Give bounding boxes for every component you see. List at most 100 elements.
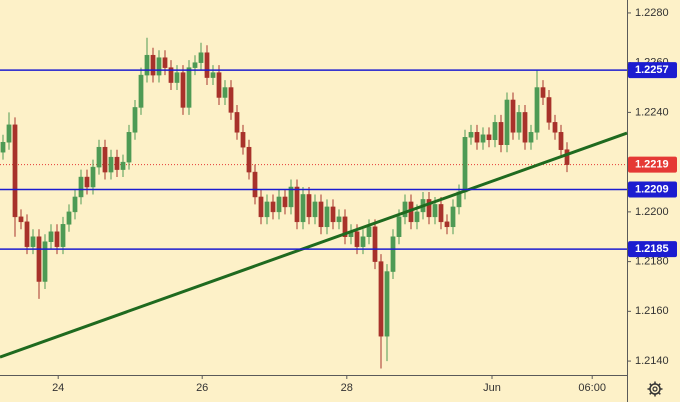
candle-body: [540, 87, 546, 98]
candle-body: [444, 221, 450, 228]
candle-body: [168, 67, 174, 83]
candle-body: [522, 112, 528, 143]
candle-body: [36, 236, 42, 282]
candle-body: [270, 201, 276, 213]
candle-body: [342, 216, 348, 237]
candle-body: [402, 201, 408, 218]
candle-body: [312, 201, 318, 218]
candle-body: [390, 236, 396, 272]
candle-body: [198, 52, 204, 63]
candle-body: [162, 57, 168, 68]
candle-body: [6, 124, 12, 143]
y-tick-label: 1.2140: [635, 355, 669, 367]
candle-body: [528, 132, 534, 143]
candle-body: [114, 156, 120, 170]
candle-body: [24, 221, 30, 247]
plot-area: [0, 37, 628, 369]
candle-body: [204, 52, 210, 78]
candle-body: [492, 122, 498, 141]
y-tick-label: 1.2180: [635, 256, 669, 268]
candle-body: [498, 122, 504, 145]
candle-body: [222, 87, 228, 98]
level-label: 1.2185: [635, 243, 669, 255]
candle-body: [426, 199, 432, 218]
candle-body: [462, 137, 468, 193]
candle-body: [102, 146, 108, 173]
y-tick-label: 1.2200: [635, 206, 669, 218]
x-tick-label: 06:00: [578, 382, 606, 394]
candle-body: [366, 226, 372, 237]
candle-body: [558, 132, 564, 150]
candle-body: [234, 112, 240, 133]
candle-body: [384, 271, 390, 337]
x-tick-label: Jun: [483, 382, 501, 394]
level-label: 1.2209: [635, 183, 669, 195]
gear-hub[interactable]: [652, 386, 658, 392]
candle-body: [252, 171, 258, 198]
candle-body: [354, 231, 360, 247]
candle-body: [300, 194, 306, 223]
candle-body: [378, 261, 384, 337]
candle-body: [372, 226, 378, 262]
trendline: [0, 131, 628, 359]
candle-body: [414, 211, 420, 223]
candle-body: [150, 54, 156, 76]
candle-body: [132, 107, 138, 133]
candle-body: [468, 132, 474, 138]
candle-body: [30, 236, 36, 247]
level-label: 1.2257: [635, 64, 669, 76]
candle-body: [360, 236, 366, 247]
last-price-label: 1.2219: [635, 159, 669, 171]
axis-labels: 1.21401.21601.21801.22001.22201.22401.22…: [52, 7, 677, 394]
last-price-box: [628, 156, 677, 173]
gear-teeth[interactable]: [647, 381, 663, 397]
candle-body: [510, 99, 516, 133]
candle-body: [54, 231, 60, 247]
candle-body: [552, 122, 558, 133]
candle-body: [432, 204, 438, 218]
candle-body: [156, 57, 162, 76]
candle-body: [12, 124, 18, 218]
candle-body: [294, 186, 300, 223]
candle-body: [450, 206, 456, 228]
candle-body: [504, 99, 510, 145]
candle-body: [66, 211, 72, 225]
candle-body: [396, 216, 402, 237]
candle-body: [438, 204, 444, 223]
candle-body: [240, 132, 246, 148]
y-tick-label: 1.2160: [635, 305, 669, 317]
candle-body: [210, 72, 216, 78]
candle-body: [324, 206, 330, 228]
level-label-box: [628, 181, 677, 198]
candle-body: [72, 196, 78, 213]
x-tick-label: 26: [196, 382, 208, 394]
candle-body: [0, 141, 6, 153]
candle-body: [288, 186, 294, 208]
candle-body: [126, 132, 132, 163]
candle-body: [180, 72, 186, 108]
candle-body: [96, 146, 102, 168]
candle-body: [282, 196, 288, 208]
candle-body: [18, 216, 24, 223]
candle-body: [108, 156, 114, 173]
candle-body: [474, 132, 480, 143]
candle-body: [486, 134, 492, 141]
x-tick-label: 24: [52, 382, 64, 394]
candle-body: [84, 176, 90, 188]
y-tick-label: 1.2280: [635, 7, 669, 19]
candle-body: [216, 72, 222, 98]
candle-body: [144, 54, 150, 76]
candle-body: [306, 194, 312, 218]
settings-icon[interactable]: [647, 381, 663, 397]
candle-body: [318, 201, 324, 228]
candle-body: [90, 166, 96, 188]
candle-body: [336, 216, 342, 223]
y-tick-label: 1.2240: [635, 106, 669, 118]
candle-body: [480, 134, 486, 143]
candle-body: [174, 72, 180, 83]
candle-body: [48, 231, 54, 242]
candle-body: [564, 149, 570, 165]
candle-body: [276, 196, 282, 213]
